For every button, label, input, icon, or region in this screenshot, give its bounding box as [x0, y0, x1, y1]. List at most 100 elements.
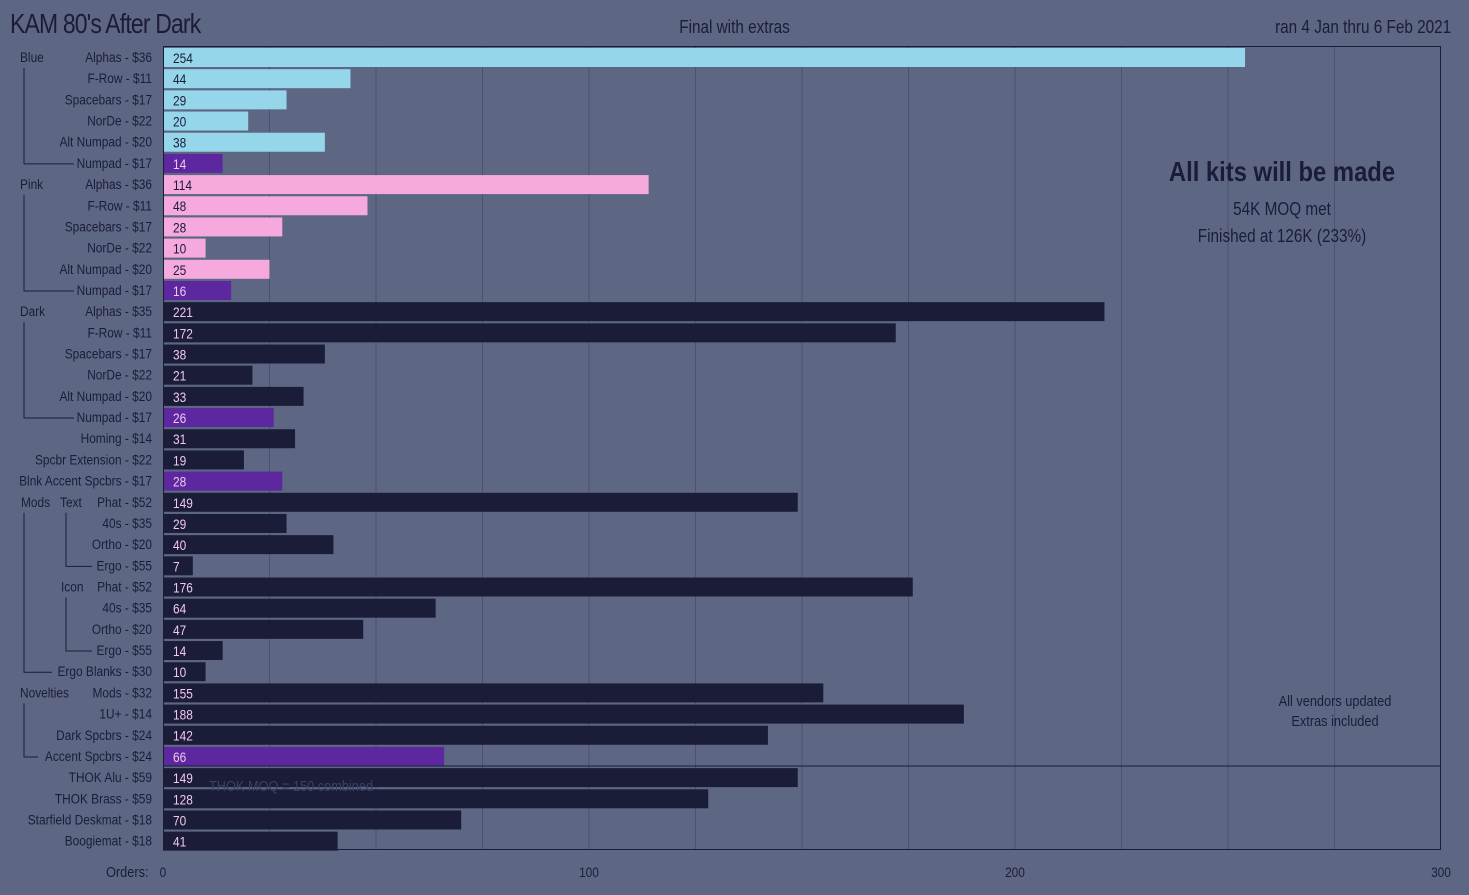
- chart-title: KAM 80's After Dark: [10, 8, 201, 39]
- category-label: Spacebars - $17: [65, 91, 152, 107]
- bar-value-label: 44: [173, 71, 186, 87]
- bar: [163, 641, 223, 661]
- category-label: Ergo - $55: [96, 557, 152, 573]
- bar-value-label: 48: [173, 198, 186, 214]
- group-label: Blue: [20, 49, 44, 65]
- group-label: Text: [60, 494, 82, 510]
- bar: [163, 365, 253, 385]
- x-axis-label: Orders:: [106, 864, 149, 881]
- date-range: ran 4 Jan thru 6 Feb 2021: [1274, 17, 1451, 37]
- category-label: F-Row - $11: [87, 324, 152, 340]
- category-label: Numpad - $17: [77, 155, 152, 171]
- category-label: Alphas - $36: [85, 49, 152, 65]
- bar: [163, 386, 304, 406]
- bar-value-label: 142: [173, 728, 193, 744]
- category-label: THOK Brass - $59: [55, 790, 152, 806]
- category-label: 40s - $35: [102, 515, 152, 531]
- bar: [163, 535, 334, 555]
- bar-value-label: 25: [173, 262, 186, 278]
- bar-value-label: 172: [173, 325, 193, 341]
- bar: [163, 683, 824, 703]
- x-tick-label: 200: [1005, 864, 1025, 880]
- category-label: F-Row - $11: [87, 197, 152, 213]
- bar-value-label: 64: [173, 601, 186, 617]
- category-label: F-Row - $11: [87, 70, 152, 86]
- bar-value-label: 29: [173, 92, 186, 108]
- category-label: Ortho - $20: [92, 621, 152, 637]
- bar-value-label: 155: [173, 685, 193, 701]
- bar-value-label: 28: [173, 474, 186, 490]
- bar: [163, 471, 283, 491]
- category-label: Boogiemat - $18: [65, 833, 152, 849]
- group-bracket: [65, 597, 92, 652]
- bar: [163, 704, 964, 724]
- bar: [163, 598, 436, 618]
- bar-value-label: 16: [173, 283, 186, 299]
- x-tick-label: 100: [579, 864, 599, 880]
- bar-value-label: 7: [173, 558, 180, 574]
- category-label: Alphas - $35: [85, 303, 152, 319]
- bar: [163, 662, 206, 682]
- bar-value-label: 41: [173, 834, 186, 850]
- bar: [163, 450, 244, 470]
- bar: [163, 323, 896, 343]
- group-bracket: [23, 322, 74, 419]
- bar: [163, 302, 1105, 322]
- bar-value-label: 10: [173, 241, 186, 257]
- bar: [163, 577, 913, 597]
- bar-value-label: 38: [173, 135, 186, 151]
- bar: [163, 111, 249, 131]
- category-label: Phat - $52: [97, 579, 152, 595]
- bar-value-label: 29: [173, 516, 186, 532]
- bar: [163, 175, 649, 195]
- bar-value-label: 20: [173, 114, 186, 130]
- bar: [163, 789, 709, 809]
- bar-value-label: 149: [173, 770, 193, 786]
- bar-value-label: 40: [173, 537, 186, 553]
- category-label: THOK Alu - $59: [69, 769, 152, 785]
- category-label: NorDe - $22: [87, 113, 152, 129]
- category-label: Numpad - $17: [77, 282, 152, 298]
- bar: [163, 746, 445, 766]
- bar-value-label: 14: [173, 643, 186, 659]
- category-label: Phat - $52: [97, 494, 152, 510]
- kits-made-headline: All kits will be made: [1168, 156, 1396, 187]
- category-label: Ergo - $55: [96, 642, 152, 658]
- category-label: Accent Spcbrs - $24: [45, 748, 152, 764]
- bar-value-label: 28: [173, 220, 186, 236]
- finished-note: Finished at 126K (233%): [1197, 226, 1367, 246]
- group-label: Mods: [21, 494, 51, 510]
- bar-value-label: 14: [173, 156, 186, 172]
- bar-value-label: 10: [173, 664, 186, 680]
- category-label: Spacebars - $17: [65, 346, 152, 362]
- bar: [163, 69, 351, 89]
- bar: [163, 132, 325, 152]
- bar-value-label: 31: [173, 431, 186, 447]
- group-bracket: [65, 512, 92, 567]
- bar: [163, 619, 364, 639]
- category-label: Starfield Deskmat - $18: [28, 812, 152, 828]
- group-label: Icon: [61, 579, 83, 595]
- bar-value-label: 47: [173, 622, 186, 638]
- bar-value-label: 149: [173, 495, 193, 511]
- category-label: Dark Spcbrs - $24: [56, 727, 152, 743]
- bar-value-label: 38: [173, 347, 186, 363]
- category-label: Alt Numpad - $20: [59, 134, 152, 150]
- thok-moq-note: THOK MOQ = 150 combined: [209, 778, 374, 795]
- bar-value-label: 188: [173, 707, 193, 723]
- bar: [163, 196, 368, 216]
- category-label: Ortho - $20: [92, 536, 152, 552]
- bar-value-label: 33: [173, 389, 186, 405]
- category-label: 1U+ - $14: [99, 706, 152, 722]
- chart-subtitle: Final with extras: [679, 17, 790, 37]
- group-label: Pink: [20, 176, 44, 192]
- bar-value-label: 21: [173, 368, 186, 384]
- plot-frame: [163, 46, 1441, 850]
- bar-value-label: 254: [173, 50, 193, 66]
- extras-note: Extras included: [1291, 713, 1379, 730]
- x-tick-label: 0: [160, 864, 167, 880]
- bar: [163, 280, 232, 300]
- bar: [163, 810, 462, 830]
- bar: [163, 90, 287, 110]
- category-label: NorDe - $22: [87, 240, 152, 256]
